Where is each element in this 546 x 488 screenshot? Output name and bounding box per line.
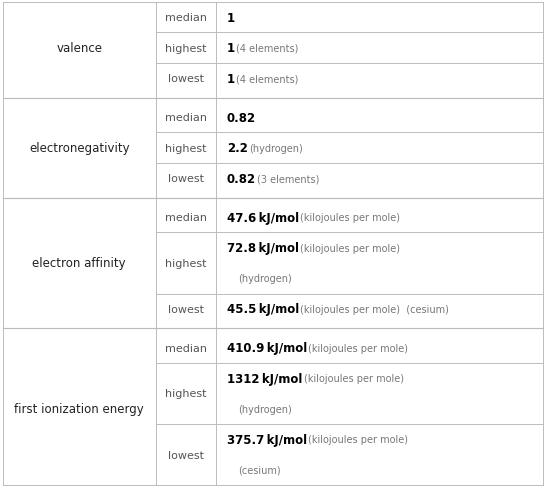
Text: 1: 1	[227, 12, 235, 24]
Text: (4 elements): (4 elements)	[236, 74, 299, 84]
Text: (kilojoules per mole): (kilojoules per mole)	[300, 243, 400, 253]
Text: electronegativity: electronegativity	[29, 142, 129, 155]
Text: median: median	[165, 343, 206, 353]
Text: 0.82: 0.82	[227, 111, 256, 124]
Text: highest: highest	[165, 43, 206, 54]
Text: (4 elements): (4 elements)	[236, 43, 299, 54]
Text: (kilojoules per mole): (kilojoules per mole)	[300, 213, 400, 223]
Text: (hydrogen): (hydrogen)	[238, 274, 292, 284]
Text: 410.9 kJ/mol: 410.9 kJ/mol	[227, 342, 307, 354]
Text: 1: 1	[227, 73, 235, 85]
Text: (kilojoules per mole): (kilojoules per mole)	[304, 373, 403, 384]
Text: lowest: lowest	[168, 450, 204, 460]
Text: 45.5 kJ/mol: 45.5 kJ/mol	[227, 303, 299, 316]
Text: 72.8 kJ/mol: 72.8 kJ/mol	[227, 242, 299, 255]
Text: first ionization energy: first ionization energy	[14, 403, 144, 415]
Text: highest: highest	[165, 259, 206, 268]
Text: lowest: lowest	[168, 74, 204, 84]
Text: valence: valence	[56, 42, 102, 55]
Text: 47.6 kJ/mol: 47.6 kJ/mol	[227, 211, 299, 224]
Text: electron affinity: electron affinity	[32, 257, 126, 270]
Text: (kilojoules per mole): (kilojoules per mole)	[308, 343, 408, 353]
Text: 1: 1	[227, 42, 235, 55]
Text: highest: highest	[165, 389, 206, 399]
Text: median: median	[165, 13, 206, 23]
Text: median: median	[165, 113, 206, 123]
Text: (3 elements): (3 elements)	[257, 174, 319, 184]
Text: highest: highest	[165, 143, 206, 153]
Text: (hydrogen): (hydrogen)	[238, 404, 292, 414]
Text: 2.2: 2.2	[227, 142, 248, 155]
Text: 0.82: 0.82	[227, 172, 256, 185]
Text: lowest: lowest	[168, 304, 204, 314]
Text: (kilojoules per mole)  (cesium): (kilojoules per mole) (cesium)	[300, 304, 449, 314]
Text: (cesium): (cesium)	[238, 465, 281, 475]
Text: (kilojoules per mole): (kilojoules per mole)	[308, 434, 408, 445]
Text: 1312 kJ/mol: 1312 kJ/mol	[227, 372, 302, 385]
Text: median: median	[165, 213, 206, 223]
Text: (hydrogen): (hydrogen)	[249, 143, 303, 153]
Text: 375.7 kJ/mol: 375.7 kJ/mol	[227, 433, 307, 446]
Text: lowest: lowest	[168, 174, 204, 184]
